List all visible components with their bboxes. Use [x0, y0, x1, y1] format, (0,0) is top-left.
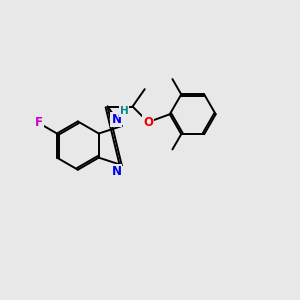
Text: N: N — [111, 113, 122, 126]
Text: H: H — [120, 106, 128, 116]
Text: F: F — [34, 116, 43, 129]
Text: N: N — [111, 165, 122, 178]
Text: O: O — [143, 116, 153, 129]
